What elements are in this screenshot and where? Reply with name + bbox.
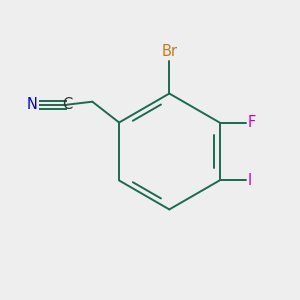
Text: F: F [248, 115, 256, 130]
Text: C: C [62, 97, 72, 112]
Text: N: N [26, 97, 37, 112]
Text: Br: Br [161, 44, 177, 59]
Text: I: I [248, 173, 252, 188]
